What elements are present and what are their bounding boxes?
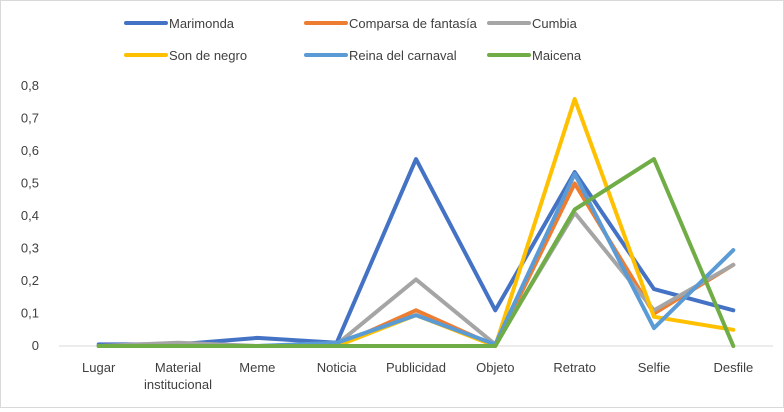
legend: Marimonda Comparsa de fantasía Cumbia Son d…: [124, 16, 582, 63]
legend-item: Cumbia: [487, 16, 578, 31]
y-tick-label: 0,4: [21, 208, 39, 223]
y-tick-label: 0,1: [21, 306, 39, 321]
x-tick-label: Noticia: [317, 360, 358, 375]
legend-label: Maicena: [532, 48, 582, 63]
legend-item: Marimonda: [124, 16, 235, 31]
series-line-cumbia: [96, 210, 736, 348]
legend-item: Reina del carnaval: [304, 48, 457, 63]
x-tick-label: Publicidad: [386, 360, 446, 375]
series-layer: [96, 97, 736, 348]
series-line-reina-del-carnaval: [96, 171, 736, 348]
x-tick-label: Objeto: [476, 360, 514, 375]
y-tick-label: 0,5: [21, 176, 39, 191]
legend-item: Maicena: [487, 48, 582, 63]
series-line-maicena: [96, 157, 736, 348]
x-tick-label: Material institucional: [144, 360, 212, 392]
legend-label: Cumbia: [532, 16, 578, 31]
y-tick-label: 0: [32, 338, 39, 353]
legend-label: Marimonda: [169, 16, 235, 31]
y-axis: 0 0,1 0,2 0,3 0,4 0,5 0,6 0,7 0,8: [21, 78, 39, 353]
y-tick-label: 0,3: [21, 241, 39, 256]
x-tick-label: Retrato: [553, 360, 596, 375]
x-tick-label: Desfile: [713, 360, 753, 375]
y-tick-label: 0,8: [21, 78, 39, 93]
y-tick-label: 0,7: [21, 111, 39, 126]
legend-label: Reina del carnaval: [349, 48, 457, 63]
legend-label: Son de negro: [169, 48, 247, 63]
legend-label: Comparsa de fantasía: [349, 16, 478, 31]
legend-item: Comparsa de fantasía: [304, 16, 478, 31]
y-tick-label: 0,6: [21, 143, 39, 158]
x-tick-label: Lugar: [82, 360, 116, 375]
y-tick-label: 0,2: [21, 273, 39, 288]
x-axis: Lugar Material institucional Meme Noticia Pub…: [59, 345, 773, 392]
x-tick-label: Selfie: [638, 360, 671, 375]
legend-item: Son de negro: [124, 48, 247, 63]
x-tick-label: Meme: [239, 360, 275, 375]
